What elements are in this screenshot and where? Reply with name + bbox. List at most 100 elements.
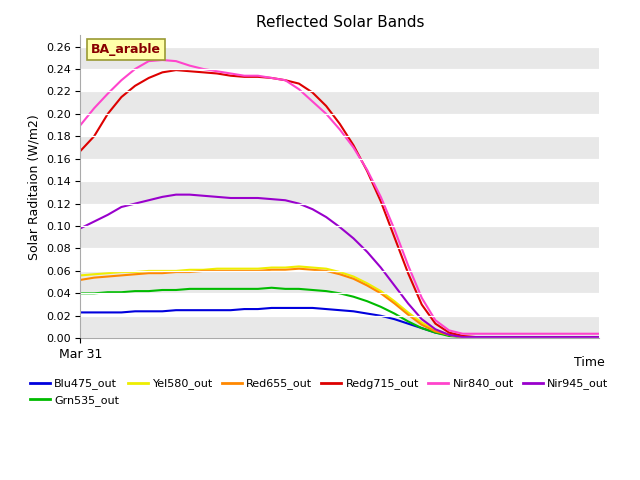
Nir840_out	[295, 86, 303, 92]
Blu475_out	[527, 334, 535, 340]
Yel580_out	[77, 273, 84, 278]
Yel580_out	[282, 264, 289, 270]
Redg715_out	[541, 334, 548, 340]
Blu475_out	[431, 330, 439, 336]
Bar	[81, 271, 599, 293]
Nir840_out	[172, 58, 180, 64]
Red655_out	[104, 274, 111, 279]
Yel580_out	[254, 266, 262, 272]
Red655_out	[390, 300, 398, 306]
Grn535_out	[595, 334, 603, 340]
Blu475_out	[459, 334, 467, 340]
Nir840_out	[390, 227, 398, 232]
Nir840_out	[554, 331, 562, 336]
Blu475_out	[131, 309, 139, 314]
Grn535_out	[308, 287, 316, 293]
Redg715_out	[145, 75, 152, 81]
Blu475_out	[336, 307, 344, 313]
Blu475_out	[90, 310, 98, 315]
Blu475_out	[282, 305, 289, 311]
Redg715_out	[104, 111, 111, 117]
Blu475_out	[500, 334, 508, 340]
Red655_out	[90, 275, 98, 280]
Yel580_out	[159, 268, 166, 274]
Line: Redg715_out: Redg715_out	[81, 70, 599, 337]
Blu475_out	[554, 334, 562, 340]
Nir840_out	[377, 194, 385, 200]
Blu475_out	[582, 334, 589, 340]
Nir945_out	[118, 204, 125, 210]
Yel580_out	[213, 266, 221, 272]
Blu475_out	[377, 313, 385, 319]
Nir840_out	[486, 331, 494, 336]
Redg715_out	[159, 70, 166, 75]
Redg715_out	[227, 73, 234, 79]
Red655_out	[268, 267, 275, 273]
Red655_out	[527, 334, 535, 340]
Blu475_out	[227, 307, 234, 313]
Yel580_out	[554, 334, 562, 340]
Nir945_out	[486, 334, 494, 340]
Nir945_out	[459, 334, 467, 340]
Nir840_out	[349, 144, 357, 150]
Grn535_out	[582, 334, 589, 340]
Red655_out	[241, 268, 248, 274]
Nir945_out	[582, 334, 589, 340]
Yel580_out	[104, 270, 111, 276]
Nir945_out	[404, 300, 412, 306]
Bar	[81, 181, 599, 204]
Yel580_out	[227, 266, 234, 272]
Grn535_out	[186, 286, 193, 292]
Red655_out	[282, 267, 289, 273]
Nir840_out	[159, 57, 166, 63]
Red655_out	[186, 269, 193, 275]
Red655_out	[308, 267, 316, 273]
Nir945_out	[200, 193, 207, 199]
Nir840_out	[254, 73, 262, 79]
Red655_out	[554, 334, 562, 340]
Grn535_out	[486, 334, 494, 340]
Blu475_out	[254, 306, 262, 312]
Red655_out	[500, 334, 508, 340]
Nir945_out	[268, 196, 275, 202]
Red655_out	[131, 271, 139, 277]
Nir840_out	[268, 75, 275, 81]
Nir840_out	[90, 106, 98, 111]
Nir945_out	[104, 212, 111, 218]
Redg715_out	[445, 330, 453, 336]
Grn535_out	[472, 334, 480, 340]
Yel580_out	[404, 310, 412, 315]
Line: Blu475_out: Blu475_out	[81, 308, 599, 337]
Red655_out	[541, 334, 548, 340]
Nir840_out	[77, 122, 84, 128]
Redg715_out	[131, 83, 139, 89]
Red655_out	[377, 290, 385, 296]
Line: Yel580_out: Yel580_out	[81, 266, 599, 337]
Blu475_out	[418, 325, 426, 331]
Nir840_out	[568, 331, 576, 336]
Nir840_out	[213, 68, 221, 74]
Redg715_out	[418, 302, 426, 308]
Blu475_out	[268, 305, 275, 311]
Bar	[81, 226, 599, 249]
Blu475_out	[200, 307, 207, 313]
Nir945_out	[145, 197, 152, 203]
Redg715_out	[186, 68, 193, 74]
Grn535_out	[104, 289, 111, 295]
Yel580_out	[513, 334, 521, 340]
Blu475_out	[118, 310, 125, 315]
Nir840_out	[227, 71, 234, 76]
Grn535_out	[282, 286, 289, 292]
Yel580_out	[431, 327, 439, 333]
Red655_out	[431, 329, 439, 335]
Yel580_out	[295, 264, 303, 269]
Nir840_out	[459, 331, 467, 336]
Blu475_out	[541, 334, 548, 340]
Nir945_out	[213, 194, 221, 200]
Y-axis label: Solar Raditaion (W/m2): Solar Raditaion (W/m2)	[28, 114, 40, 260]
Yel580_out	[172, 268, 180, 274]
Redg715_out	[500, 334, 508, 340]
Red655_out	[364, 283, 371, 288]
Red655_out	[254, 268, 262, 274]
Nir840_out	[308, 99, 316, 105]
